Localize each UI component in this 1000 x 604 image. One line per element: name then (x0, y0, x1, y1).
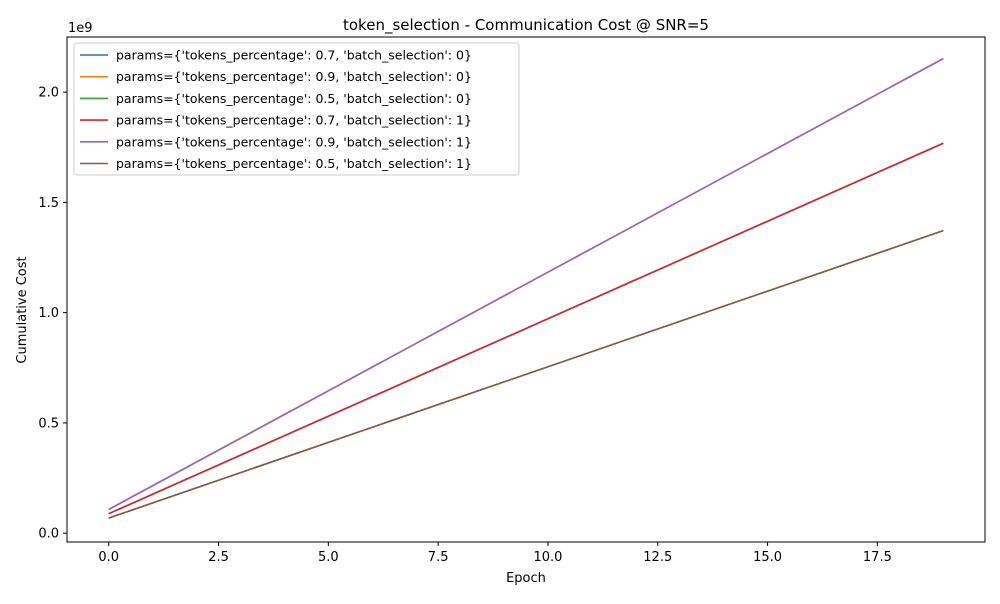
series-line (108, 57, 944, 511)
x-tick-label: 12.5 (643, 550, 672, 565)
plot-area: 0.0 2.5 5.0 7.5 10.0 12.5 15.0 17.5 0.0 0.5 1.0 1.5… (38, 57, 944, 565)
y-tick-label: 2.0 (38, 86, 59, 101)
y-tick-label: 1.0 (38, 306, 59, 321)
legend: params={'tokens_percentage': 0.7, 'batch… (73, 42, 520, 176)
legend-label: params={'tokens_percentage': 0.9, 'batch… (116, 134, 472, 149)
x-tick-label: 5.0 (318, 550, 339, 565)
legend-label: params={'tokens_percentage': 0.5, 'batch… (116, 156, 472, 171)
plot-frame (66, 36, 986, 543)
y-tick-label: 1.5 (38, 196, 59, 211)
y-axis-label: Cumulative Cost (15, 256, 30, 363)
legend-box (73, 42, 520, 176)
y-tick-label: 0.5 (38, 416, 59, 431)
y-tick-label: 0.0 (38, 527, 59, 542)
x-tick-label: 15.0 (753, 550, 782, 565)
legend-label: params={'tokens_percentage': 0.5, 'batch… (116, 91, 472, 106)
series-line (108, 142, 944, 515)
x-tick-label: 0.0 (98, 550, 119, 565)
legend-label: params={'tokens_percentage': 0.7, 'batch… (116, 113, 472, 128)
legend-label: params={'tokens_percentage': 0.7, 'batch… (116, 48, 472, 63)
series-line (108, 229, 944, 519)
x-tick-label: 2.5 (208, 550, 229, 565)
chart-title: token_selection - Communication Cost @ S… (343, 16, 709, 35)
x-axis-label: Epoch (506, 571, 546, 586)
legend-label: params={'tokens_percentage': 0.9, 'batch… (116, 69, 472, 84)
x-tick-label: 10.0 (533, 550, 562, 565)
x-tick-label: 17.5 (863, 550, 892, 565)
y-offset-label: 1e9 (68, 21, 93, 36)
x-tick-label: 7.5 (428, 550, 449, 565)
